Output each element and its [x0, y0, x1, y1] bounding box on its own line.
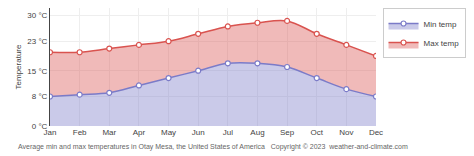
- svg-text:Apr: Apr: [133, 128, 146, 137]
- svg-text:Jan: Jan: [44, 128, 57, 137]
- svg-text:Jun: Jun: [192, 128, 205, 137]
- svg-text:Max temp: Max temp: [424, 39, 460, 48]
- svg-text:Feb: Feb: [73, 128, 87, 137]
- svg-text:15 °C: 15 °C: [27, 66, 47, 75]
- svg-text:Jul: Jul: [223, 128, 233, 137]
- svg-text:Average min and max temperatur: Average min and max temperatures in Otay…: [18, 143, 408, 151]
- svg-text:Min temp: Min temp: [424, 20, 457, 29]
- svg-text:8 °C: 8 °C: [32, 92, 48, 101]
- svg-text:Sep: Sep: [280, 128, 295, 137]
- svg-text:Mar: Mar: [102, 128, 116, 137]
- svg-text:Aug: Aug: [250, 128, 264, 137]
- svg-text:Dec: Dec: [369, 128, 383, 137]
- svg-text:Oct: Oct: [311, 128, 324, 137]
- svg-text:Nov: Nov: [339, 128, 353, 137]
- svg-text:0 °C: 0 °C: [32, 122, 48, 131]
- svg-text:Temperature: Temperature: [14, 44, 23, 89]
- svg-text:23 °C: 23 °C: [27, 37, 47, 46]
- svg-text:30 °C: 30 °C: [27, 11, 47, 20]
- svg-text:May: May: [161, 128, 176, 137]
